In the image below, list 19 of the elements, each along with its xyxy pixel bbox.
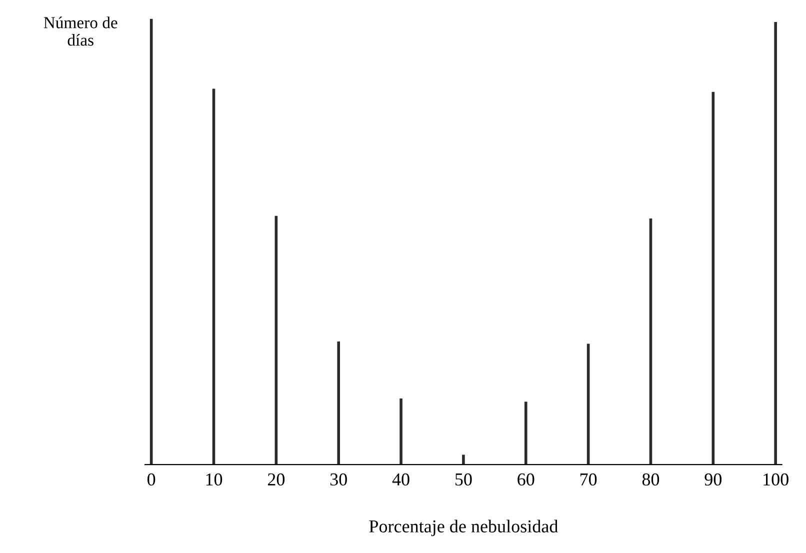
bar bbox=[712, 92, 715, 465]
x-tick-label: 90 bbox=[704, 473, 722, 486]
x-tick-label: 100 bbox=[764, 473, 788, 486]
x-axis-title: Porcentaje de nebulosidad bbox=[369, 520, 558, 536]
x-tick-label: 0 bbox=[147, 473, 156, 486]
y-axis-title: Número de días bbox=[44, 16, 118, 46]
bar bbox=[400, 398, 402, 465]
x-tick-label: 60 bbox=[518, 473, 534, 486]
x-tick-label: 30 bbox=[330, 473, 347, 486]
x-tick-label: 70 bbox=[580, 473, 597, 486]
bar bbox=[337, 342, 340, 465]
bar bbox=[462, 454, 465, 465]
x-tick-label: 20 bbox=[268, 473, 285, 486]
x-tick-label: 40 bbox=[392, 473, 410, 486]
x-tick-label: 50 bbox=[455, 473, 472, 486]
x-tick-label: 80 bbox=[642, 473, 660, 486]
bar bbox=[774, 22, 777, 465]
x-tick-label: 10 bbox=[206, 473, 222, 486]
bar bbox=[524, 402, 528, 465]
